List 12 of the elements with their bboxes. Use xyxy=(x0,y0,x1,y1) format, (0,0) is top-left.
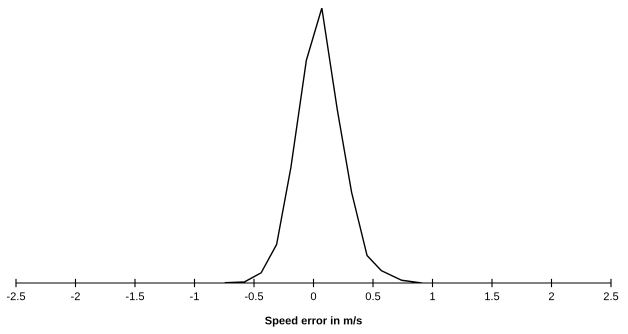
x-tick-label: -1 xyxy=(190,292,199,300)
x-tick-label: 2.5 xyxy=(604,292,618,300)
x-tick-label: 1.5 xyxy=(485,292,500,300)
x-axis-title: Speed error in m/s xyxy=(265,316,362,327)
x-tick-label: -1.5 xyxy=(126,292,144,300)
x-tick-label: -0.5 xyxy=(244,292,264,300)
x-tick-label: 0.5 xyxy=(366,292,380,300)
x-tick-label: -2.5 xyxy=(6,292,26,300)
x-tick-label: -2 xyxy=(71,292,80,300)
x-tick-label: 1 xyxy=(430,292,436,300)
x-tick-label: 2 xyxy=(548,292,554,300)
x-tick-label: 0 xyxy=(310,292,316,300)
